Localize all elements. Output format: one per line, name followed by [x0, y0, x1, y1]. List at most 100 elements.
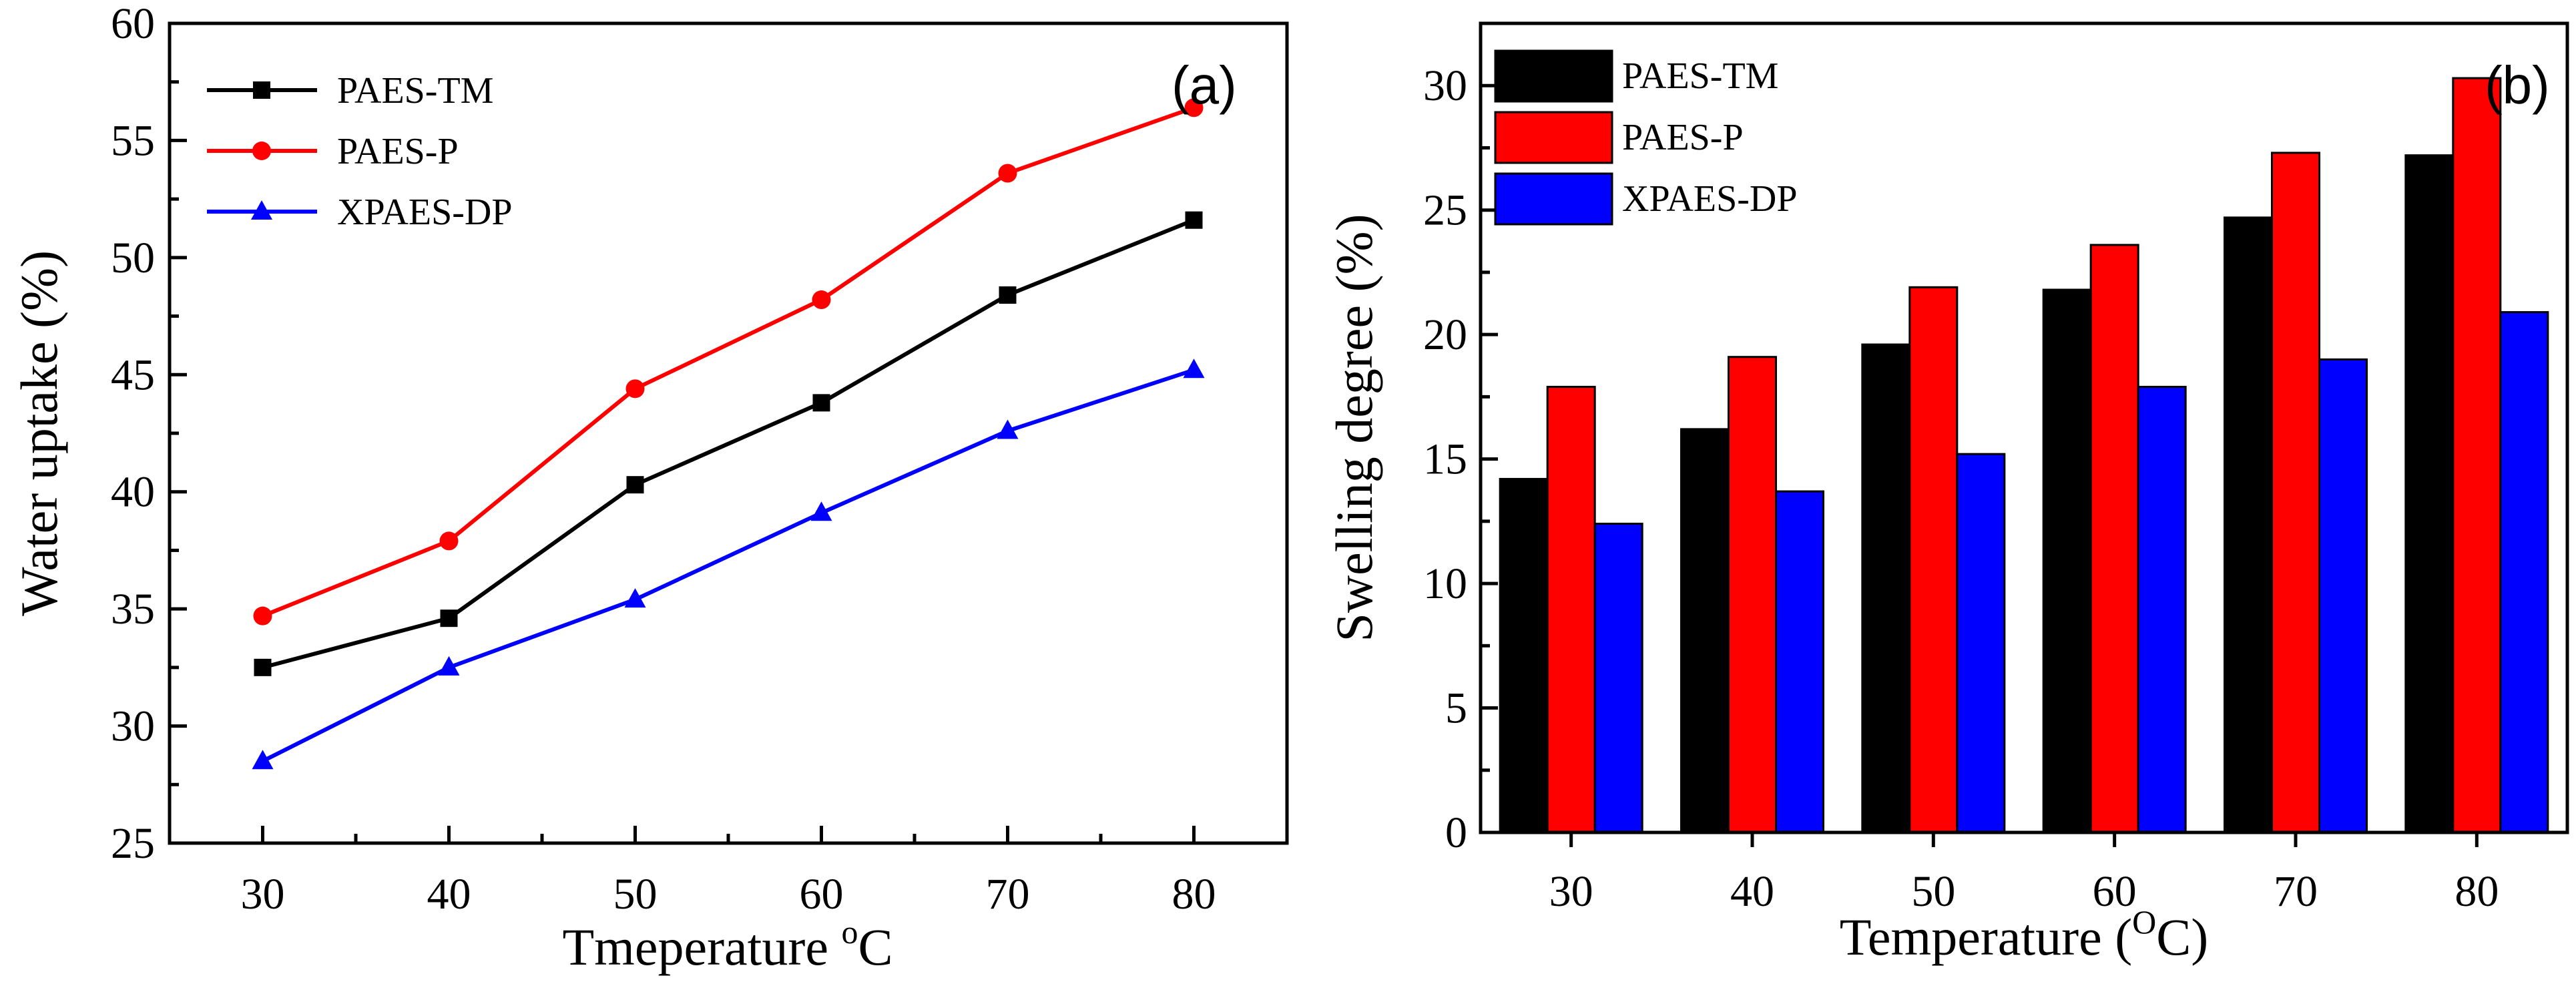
series-markers: [252, 98, 1205, 770]
x-tick-label: 50: [613, 870, 658, 919]
x-axis-title-tail: C: [858, 918, 892, 976]
legend: PAES-TM PAES-P XPAES-DP: [1494, 49, 1797, 226]
data-point-paes-tm: [1185, 211, 1203, 229]
x-tick-label: 80: [2455, 867, 2499, 916]
legend-swatch-paes-p: [1494, 111, 1613, 164]
data-point-paes-p: [1184, 98, 1204, 117]
x-axis-title-superscript: o: [841, 913, 858, 951]
data-point-xpaes-dp: [438, 656, 460, 676]
y-axis-ticks: 0 5 10 15 20 25 30: [1423, 61, 1498, 857]
bar-paes-tm: [2042, 288, 2092, 834]
x-tick-label: 60: [2093, 867, 2137, 916]
bar-paes-tm: [1499, 477, 1549, 834]
legend-label: XPAES-DP: [1622, 178, 1797, 220]
y-tick-label: 30: [1423, 61, 1467, 110]
bar-paes-tm: [1680, 428, 1730, 834]
bar-xpaes-dp: [2137, 385, 2187, 834]
bar-paes-p: [2271, 152, 2320, 834]
x-tick-label: 80: [1172, 870, 1216, 919]
x-axis-title: Temperature (OC): [1840, 903, 2209, 966]
data-point-xpaes-dp: [1183, 358, 1205, 379]
x-axis-title-superscript: O: [2132, 903, 2156, 941]
data-point-paes-tm: [254, 658, 272, 676]
series-line-paes-tm: [262, 218, 1195, 670]
legend: PAES-TM PAES-P XPAES-DP: [207, 70, 512, 233]
y-tick-label: 10: [1423, 559, 1467, 608]
data-point-paes-p: [439, 531, 459, 551]
x-tick-label: 30: [241, 870, 285, 919]
data-point-xpaes-dp: [624, 588, 646, 608]
legend-marker-xpaes-dp: [251, 200, 272, 220]
legend-label: PAES-TM: [1622, 55, 1778, 97]
bar-chart-panel: 0 5 10 15 20 25 30 30 40 50 60 70 80 PAES-TM PAES-P X…: [1325, 21, 2569, 966]
data-point-xpaes-dp: [810, 501, 832, 521]
data-point-paes-p: [812, 290, 831, 310]
legend-swatch-paes-tm: [1494, 49, 1613, 103]
bar-xpaes-dp: [1775, 490, 1824, 834]
x-tick-label: 30: [1549, 867, 1593, 916]
data-point-xpaes-dp: [997, 419, 1019, 439]
y-tick-label: 25: [111, 819, 155, 868]
legend-label: PAES-TM: [337, 70, 493, 111]
x-tick-label: 40: [1730, 867, 1774, 916]
bar-paes-p: [2452, 77, 2502, 834]
series-line-paes-p: [262, 105, 1195, 618]
data-point-xpaes-dp: [252, 750, 274, 770]
data-point-paes-p: [998, 164, 1017, 183]
y-tick-label: 15: [1423, 435, 1467, 484]
y-tick-label: 0: [1445, 808, 1467, 857]
y-tick-label: 30: [111, 702, 155, 751]
data-point-paes-p: [625, 379, 645, 399]
x-tick-label: 70: [2274, 867, 2318, 916]
panel-label: (a): [1172, 55, 1237, 115]
y-axis-title: Water uptake (%): [10, 250, 68, 616]
legend-swatch-xpaes-dp: [1494, 172, 1613, 226]
legend-marker-paes-p: [252, 142, 271, 160]
x-axis-title-tail: C): [2156, 908, 2208, 966]
x-axis-title: Tmeperature oC: [563, 913, 893, 976]
bar-xpaes-dp: [1593, 523, 1643, 834]
legend-label: XPAES-DP: [337, 192, 512, 233]
legend-label: PAES-P: [1622, 117, 1744, 158]
y-axis-ticks: 25 30 35 40 45 50 55 60: [111, 0, 187, 868]
y-tick-label: 50: [111, 234, 155, 282]
data-point-paes-p: [253, 606, 272, 625]
panel-label: (b): [2485, 55, 2550, 115]
bar-xpaes-dp: [2499, 311, 2549, 834]
x-tick-label: 40: [427, 870, 471, 919]
x-axis-title-main: Temperature (: [1840, 908, 2132, 966]
y-tick-label: 45: [111, 350, 155, 399]
legend-marker-paes-tm: [253, 81, 270, 99]
bar-paes-p: [1728, 356, 1777, 834]
y-tick-label: 20: [1423, 310, 1467, 359]
series-line-xpaes-dp: [262, 368, 1195, 763]
bar-paes-p: [1908, 286, 1959, 834]
data-point-paes-tm: [440, 609, 458, 627]
y-tick-label: 25: [1423, 186, 1467, 235]
x-tick-label: 60: [800, 870, 844, 919]
bar-paes-tm: [1861, 343, 1911, 834]
x-axis-ticks: 30 40 50 60 70 80: [1549, 832, 2499, 916]
y-tick-label: 40: [111, 468, 155, 517]
bar-xpaes-dp: [2318, 358, 2368, 834]
legend-label: PAES-P: [337, 131, 459, 172]
bar-paes-tm: [2404, 154, 2455, 834]
data-point-paes-tm: [812, 394, 830, 412]
series-lines: [262, 105, 1195, 763]
bar-paes-p: [1546, 385, 1596, 834]
bar-paes-p: [2089, 244, 2139, 834]
x-axis-title-main: Tmeperature: [563, 918, 842, 976]
y-tick-label: 35: [111, 585, 155, 634]
y-axis-title: Swelling degree (%): [1325, 214, 1383, 642]
bars: [1499, 77, 2549, 834]
bar-xpaes-dp: [1956, 453, 2006, 834]
x-axis-ticks: 30 40 50 60 70 80: [168, 826, 1289, 919]
y-tick-label: 5: [1445, 684, 1467, 733]
y-tick-label: 60: [111, 0, 155, 48]
bar-paes-tm: [2224, 216, 2273, 834]
y-tick-label: 55: [111, 116, 155, 165]
x-tick-label: 50: [1911, 867, 1955, 916]
plot-frame: [1479, 21, 2569, 834]
